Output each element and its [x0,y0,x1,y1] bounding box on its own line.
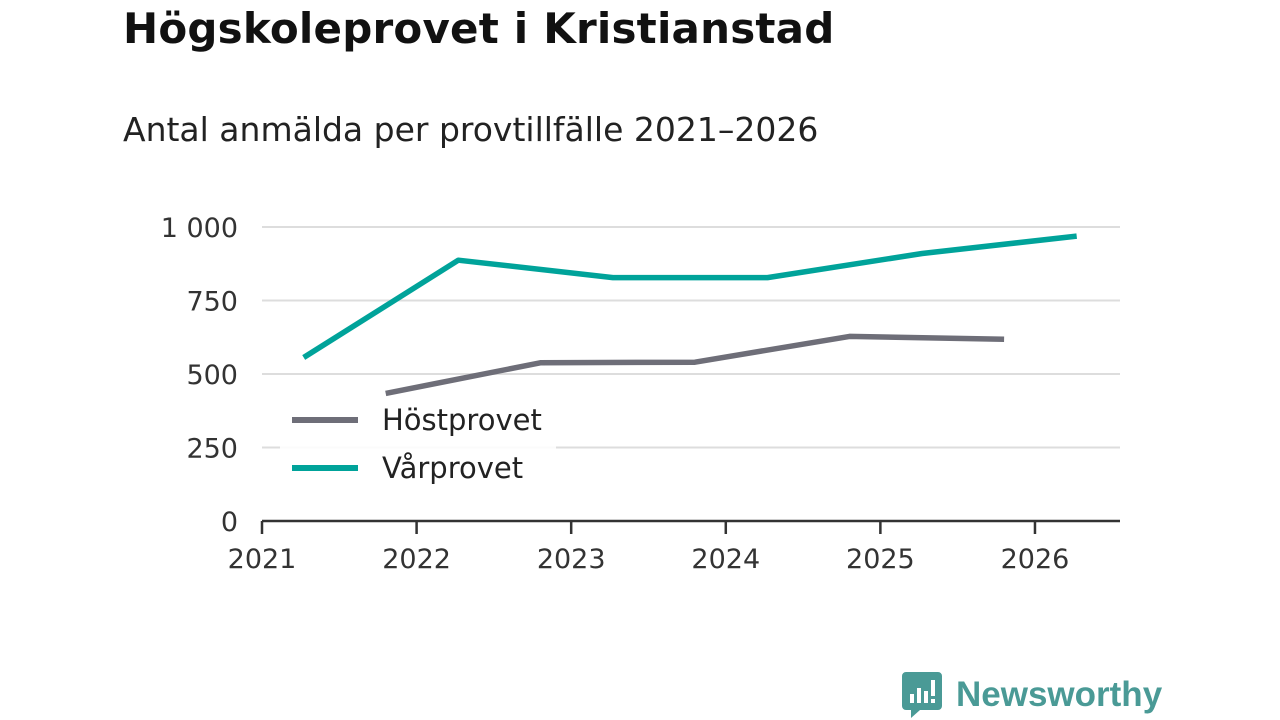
legend-background [280,398,556,498]
newsworthy-logo-icon [902,672,942,718]
x-tick-label: 2023 [537,544,606,575]
y-tick-label: 0 [221,507,238,538]
y-tick-label: 750 [186,287,238,318]
y-tick-label: 500 [186,360,238,391]
brand-footer: Newsworthy [902,670,1162,720]
x-tick-label: 2021 [228,544,297,575]
legend-label: Höstprovet [382,403,542,437]
y-axis-tick-labels: 0 250 500 750 1 000 [161,213,238,538]
logo-dot [931,699,935,703]
y-tick-label: 250 [186,434,238,465]
series-line-varprovet [302,233,1078,360]
legend-label: Vårprovet [382,451,523,485]
x-tick-label: 2022 [382,544,451,575]
series-lines [302,233,1078,397]
y-tick-label: 1 000 [161,213,238,244]
series-line-hostprovet [385,333,1005,397]
logo-bar-3 [924,691,928,703]
x-tick-label: 2025 [846,544,915,575]
logo-speech-bubble [902,672,942,718]
logo-bar-4 [931,680,935,696]
x-tick-label: 2026 [1001,544,1070,575]
logo-bar-1 [910,694,914,703]
logo-bar-2 [917,688,921,703]
brand-name: Newsworthy [956,675,1163,714]
chart-subtitle: Antal anmälda per provtillfälle 2021–202… [123,110,819,149]
chart-title: Högskoleprovet i Kristianstad [123,4,835,53]
x-axis: 2021 2022 2023 2024 2025 2026 [228,519,1120,575]
legend: Höstprovet Vårprovet [280,398,556,498]
x-tick-label: 2024 [691,544,760,575]
